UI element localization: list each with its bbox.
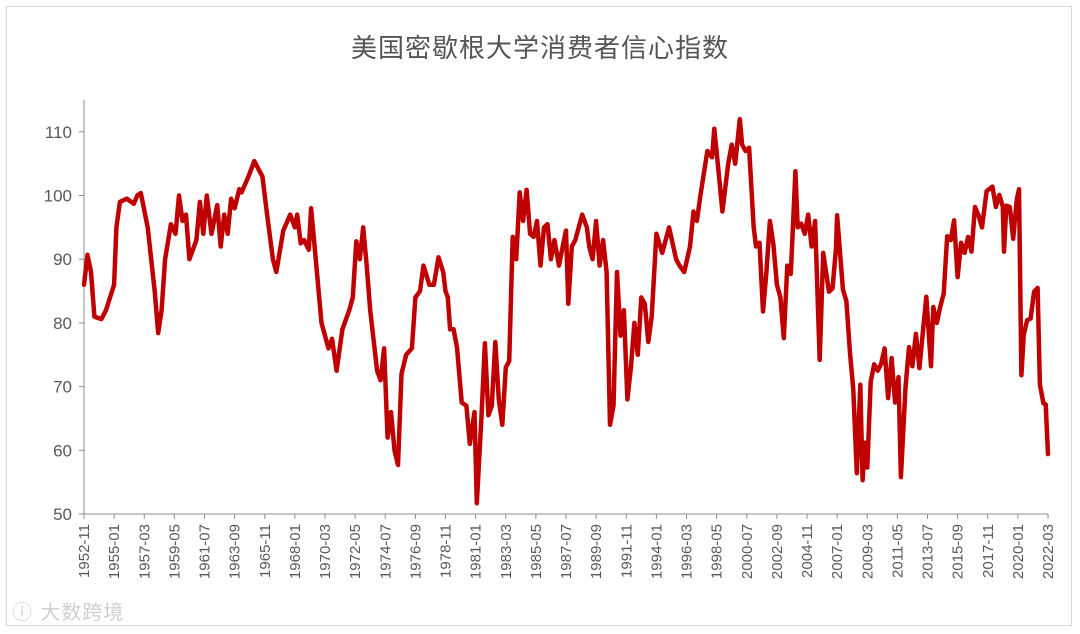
y-tick-label: 80	[53, 314, 72, 333]
x-tick-label: 1968-01	[287, 524, 304, 579]
x-tick-label: 1994-01	[648, 524, 665, 579]
x-tick-label: 1983-03	[498, 524, 515, 579]
x-tick-label: 2015-09	[950, 524, 967, 579]
watermark-logo: ⓘ 大数跨境	[12, 600, 125, 624]
x-tick-label: 1963-09	[227, 524, 244, 579]
x-tick-label: 2009-03	[859, 524, 876, 579]
y-tick-label: 50	[53, 505, 72, 524]
series-line	[81, 116, 1051, 506]
x-tick-label: 2000-07	[739, 524, 756, 579]
x-tick-label: 1955-01	[106, 524, 123, 579]
x-tick-label: 1989-09	[588, 524, 605, 579]
x-tick-label: 2013-07	[920, 524, 937, 579]
x-tick-label: 1972-05	[347, 524, 364, 579]
x-tick-label: 1974-07	[377, 524, 394, 579]
x-tick-label: 2011-05	[889, 524, 906, 578]
x-tick-label: 1970-03	[317, 524, 334, 579]
x-tick-label: 2004-11	[799, 524, 816, 578]
x-tick-label: 1996-03	[679, 524, 696, 579]
x-tick-label: 2002-09	[769, 524, 786, 579]
x-tick-label: 1965-11	[257, 524, 274, 578]
y-tick-label: 100	[44, 187, 72, 206]
x-tick-label: 1957-03	[136, 524, 153, 579]
y-tick-label: 90	[53, 250, 72, 269]
y-tick-label: 110	[45, 123, 72, 142]
x-tick-label: 1981-01	[468, 524, 485, 579]
x-tick-label: 1976-09	[407, 524, 424, 579]
x-tick-label: 1978-11	[438, 524, 455, 578]
x-tick-label: 1987-07	[558, 524, 575, 579]
x-tick-label: 1959-05	[166, 524, 183, 579]
x-tick-label: 2017-11	[980, 524, 997, 578]
chart-title: 美国密歇根大学消费者信心指数	[350, 34, 729, 64]
x-tick-label: 1998-05	[709, 524, 726, 579]
x-tick-label: 2007-01	[829, 524, 846, 579]
x-tick-label: 1961-07	[197, 524, 214, 579]
x-tick-label: 1985-05	[528, 524, 545, 579]
x-tick-label: 1991-11	[618, 524, 635, 578]
x-tick-label: 2020-01	[1010, 524, 1027, 579]
y-tick-label: 70	[53, 378, 72, 397]
chart-frame	[6, 6, 1072, 626]
y-tick-label: 60	[53, 441, 72, 460]
x-tick-label: 1952-11	[76, 524, 93, 578]
x-tick-label: 2022-03	[1040, 524, 1057, 579]
